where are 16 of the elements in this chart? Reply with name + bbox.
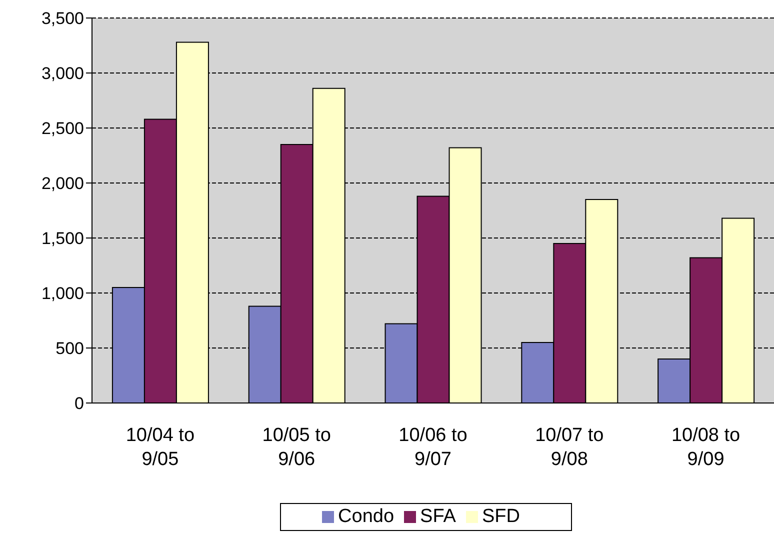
y-tick-label: 3,500: [41, 9, 84, 28]
x-tick-label: 10/05 to 9/06: [262, 425, 331, 470]
y-tick-label: 2,000: [41, 174, 84, 194]
x-tick-label: 10/04 to 9/05: [126, 425, 195, 470]
x-tick-label: 10/06 to 9/07: [398, 425, 468, 470]
x-tick-label: 10/08 to 9/09: [671, 425, 740, 470]
y-tick-label: 0: [74, 394, 84, 414]
y-tick-label: 3,000: [41, 64, 84, 84]
y-tick-label: 2,500: [41, 119, 84, 138]
y-tick-label: 1,000: [41, 284, 84, 304]
x-tick-label: 10/07 to 9/08: [535, 425, 604, 470]
y-tick-label: 1,500: [41, 229, 84, 248]
legend-label: SFD: [482, 506, 520, 527]
legend-label: Condo: [338, 506, 394, 527]
legend-label: SFA: [420, 506, 456, 527]
y-tick-label: 500: [56, 339, 84, 358]
